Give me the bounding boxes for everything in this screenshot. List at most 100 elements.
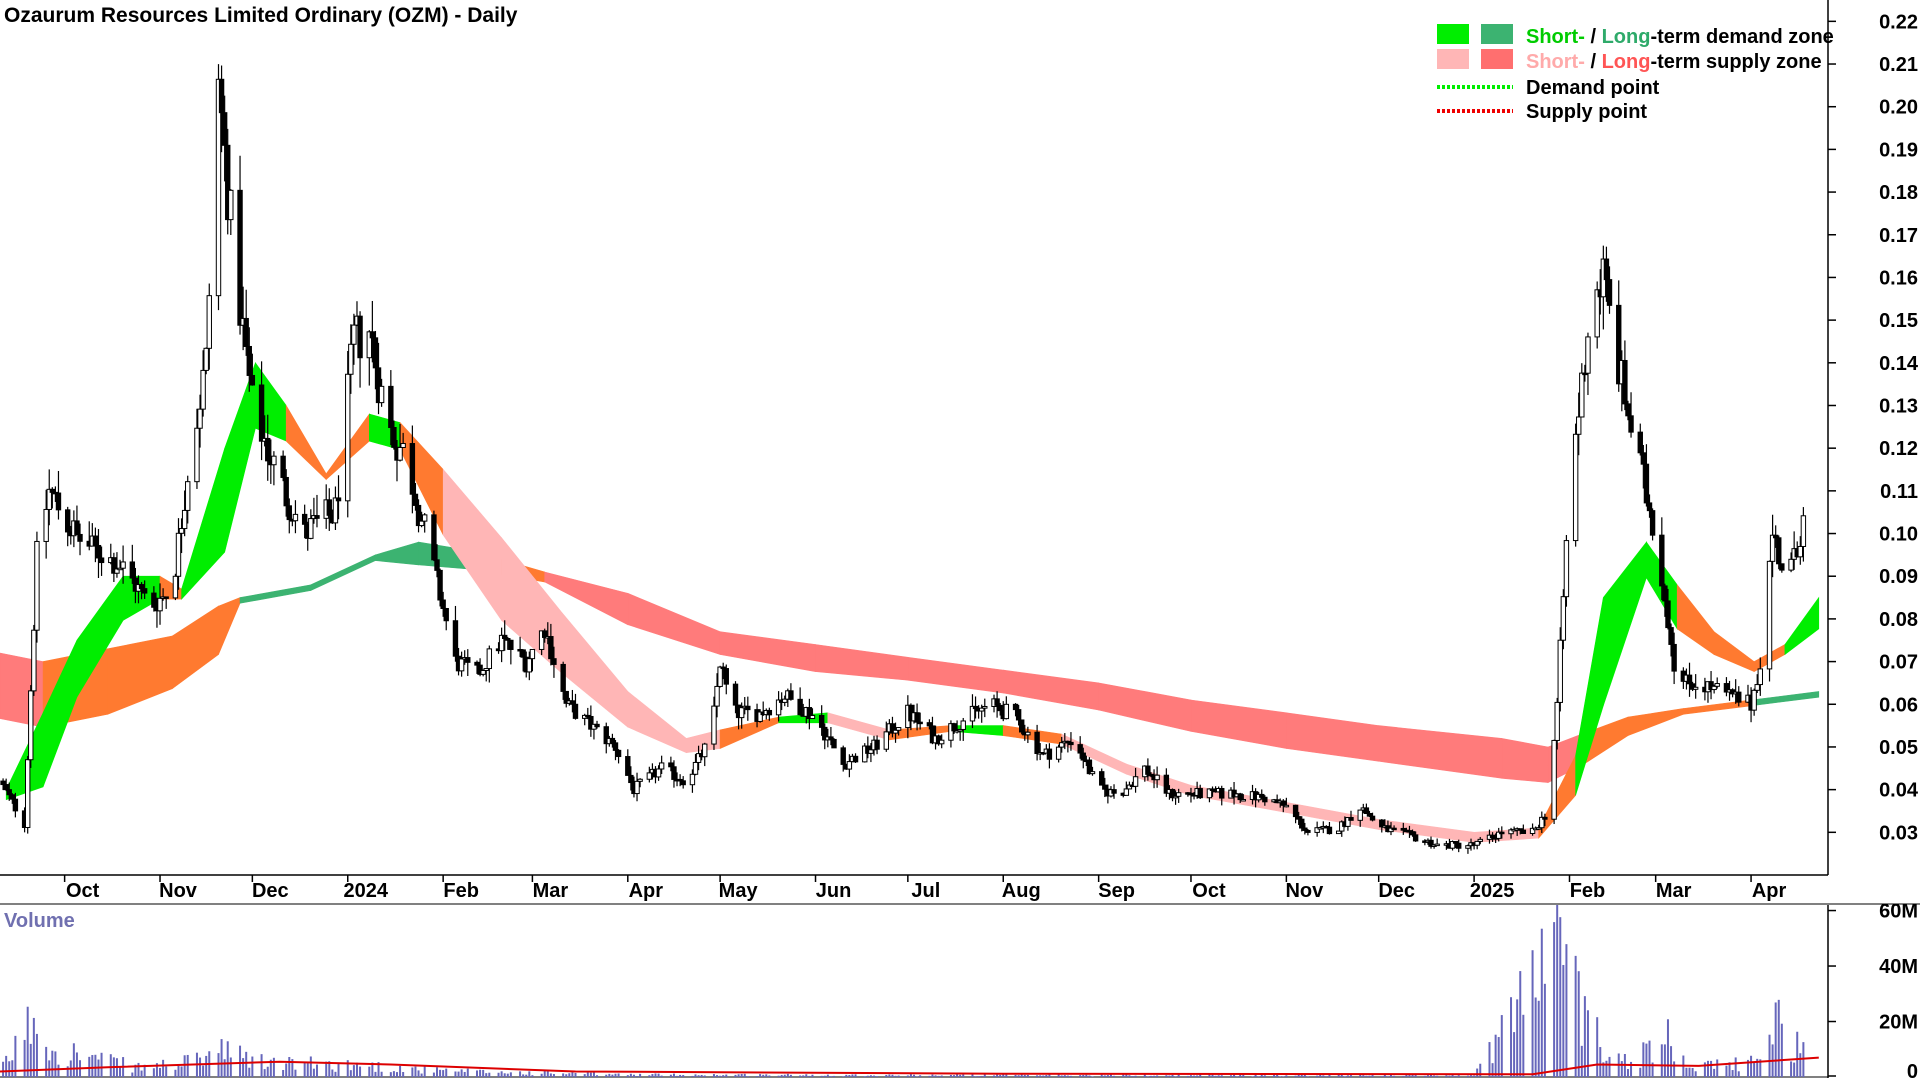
volume-bar: [832, 1075, 835, 1077]
volume-bar: [282, 1069, 285, 1077]
candle-body: [114, 568, 120, 574]
volume-bar: [1306, 1076, 1309, 1077]
candle-body: [1520, 829, 1527, 834]
candle-body: [1551, 739, 1557, 820]
volume-bar: [500, 1071, 503, 1077]
volume-bar: [94, 1054, 97, 1077]
candle-body: [95, 544, 102, 559]
volume-bar: [1349, 1075, 1352, 1077]
candle-body: [692, 761, 699, 775]
candle-body: [711, 705, 717, 745]
candle-body: [335, 497, 342, 502]
candle-body: [1206, 788, 1213, 799]
time-tick-label: Nov: [1285, 880, 1324, 902]
volume-bar: [676, 1075, 679, 1077]
candle-body: [892, 729, 899, 734]
price-tick-label: 0.10: [1879, 524, 1918, 546]
candle-body: [1529, 827, 1536, 834]
candle-body: [221, 112, 228, 146]
candle-body: [588, 715, 594, 730]
volume-bar: [648, 1075, 651, 1077]
legend-demand-point: Demand point: [1526, 77, 1660, 99]
volume-bar: [1694, 1071, 1697, 1077]
volume-bar: [1220, 1075, 1223, 1077]
volume-bar: [934, 1075, 937, 1077]
candle-body: [874, 739, 880, 750]
volume-bar: [1039, 1075, 1042, 1077]
volume-bar: [1005, 1074, 1008, 1077]
volume-bar: [605, 1074, 608, 1077]
volume-bar: [1605, 1060, 1608, 1077]
candle-body: [1412, 834, 1419, 842]
price-tick-label: 0.13: [1879, 395, 1918, 417]
candle-body: [969, 705, 976, 722]
volume-bar: [1534, 997, 1537, 1077]
candle-body: [822, 726, 828, 741]
volume-bar: [1651, 1062, 1654, 1077]
candle-body: [465, 657, 471, 663]
volume-bar: [359, 1066, 362, 1077]
volume-bar: [1710, 1060, 1713, 1077]
candle-body: [163, 596, 169, 599]
volume-bar: [1457, 1075, 1460, 1077]
candle-body: [1800, 515, 1807, 547]
candle-body: [1163, 774, 1170, 794]
volume-bar: [1728, 1062, 1731, 1077]
volume-bar: [1642, 1042, 1645, 1077]
price-tick-label: 0.14: [1879, 353, 1919, 375]
volume-bar: [540, 1073, 543, 1077]
volume-bar: [786, 1073, 789, 1077]
candle-body: [203, 347, 209, 371]
candle-body: [1015, 709, 1022, 721]
volume-bar: [722, 1075, 725, 1077]
volume-bar: [152, 1068, 155, 1077]
volume-bar: [734, 1074, 737, 1077]
candle-body: [1754, 684, 1760, 691]
time-tick-label: Jul: [911, 880, 940, 902]
candle-body: [917, 721, 923, 725]
volume-bar: [617, 1073, 620, 1077]
volume-bar: [423, 1066, 426, 1077]
candle-body: [1055, 746, 1062, 760]
volume-bar: [266, 1066, 269, 1077]
volume-bar: [32, 1017, 35, 1077]
volume-bar: [1580, 1045, 1583, 1077]
volume-bar: [1562, 964, 1565, 1077]
candle-body: [498, 634, 505, 652]
volume-bar: [777, 1075, 780, 1077]
candle-body: [862, 745, 868, 763]
volume-bar: [1473, 1075, 1476, 1077]
legend-supply-long-swatch: [1481, 49, 1513, 69]
volume-bar: [1630, 1061, 1633, 1077]
candle-body: [1456, 842, 1462, 849]
volume-bar: [1796, 1031, 1799, 1077]
candle-body: [1797, 545, 1804, 558]
candle-body: [625, 756, 631, 776]
candle-body: [477, 664, 483, 675]
short-term-zone-segment: [1713, 631, 1755, 673]
short-term-zone-segment: [442, 468, 502, 622]
legend-supply-short-label: Short-: [1526, 51, 1585, 73]
candle-body: [348, 343, 354, 375]
candle-body: [391, 427, 397, 448]
volume-bar: [1577, 971, 1580, 1077]
candle-body: [1640, 452, 1647, 465]
candle-body: [77, 533, 83, 542]
volume-bar: [1260, 1074, 1263, 1077]
candle-body: [1197, 788, 1203, 799]
price-tick-label: 0.09: [1879, 566, 1918, 588]
short-term-zone-segment: [719, 716, 779, 749]
volume-bar: [1319, 1075, 1322, 1077]
volume-bar: [143, 1064, 146, 1077]
volume-bar: [1106, 1075, 1109, 1077]
candle-body: [1779, 563, 1785, 571]
volume-bar: [1023, 1074, 1026, 1077]
volume-bar: [1716, 1059, 1719, 1077]
volume-bar: [1648, 1040, 1651, 1077]
candle-body: [895, 727, 902, 731]
candle-body: [178, 528, 185, 534]
volume-bar: [1491, 1063, 1494, 1077]
candle-body: [538, 630, 545, 650]
candle-body: [695, 753, 702, 763]
price-axis-ticks: 0.22 0.21 0.20 0.19 0.18 0.17 0.16 0.15 0.14 0.13…: [1828, 11, 1919, 844]
